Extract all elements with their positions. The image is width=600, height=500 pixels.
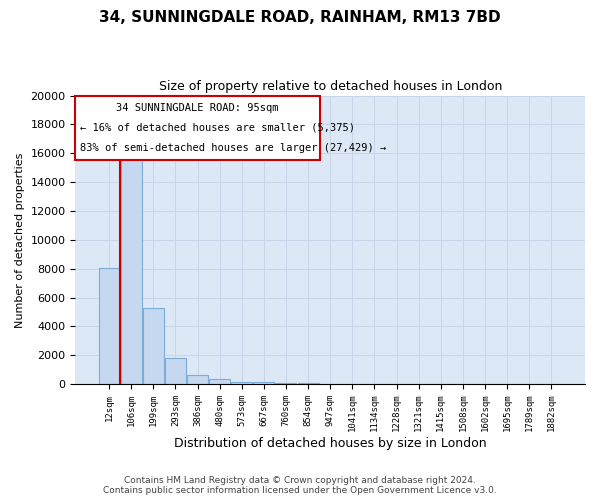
- Text: 34 SUNNINGDALE ROAD: 95sqm: 34 SUNNINGDALE ROAD: 95sqm: [116, 103, 279, 113]
- Bar: [187, 374, 208, 384]
- Bar: [165, 358, 186, 384]
- FancyBboxPatch shape: [76, 96, 320, 160]
- Bar: [121, 144, 142, 384]
- Bar: [143, 308, 164, 384]
- Bar: [253, 382, 274, 384]
- X-axis label: Distribution of detached houses by size in London: Distribution of detached houses by size …: [174, 437, 487, 450]
- Y-axis label: Number of detached properties: Number of detached properties: [15, 152, 25, 328]
- Title: Size of property relative to detached houses in London: Size of property relative to detached ho…: [158, 80, 502, 93]
- Text: Contains HM Land Registry data © Crown copyright and database right 2024.
Contai: Contains HM Land Registry data © Crown c…: [103, 476, 497, 495]
- Text: 83% of semi-detached houses are larger (27,429) →: 83% of semi-detached houses are larger (…: [80, 143, 387, 153]
- Bar: [275, 383, 296, 384]
- Text: 34, SUNNINGDALE ROAD, RAINHAM, RM13 7BD: 34, SUNNINGDALE ROAD, RAINHAM, RM13 7BD: [99, 10, 501, 25]
- Bar: [231, 382, 252, 384]
- Bar: [209, 380, 230, 384]
- Text: ← 16% of detached houses are smaller (5,375): ← 16% of detached houses are smaller (5,…: [80, 123, 355, 133]
- Bar: [98, 268, 119, 384]
